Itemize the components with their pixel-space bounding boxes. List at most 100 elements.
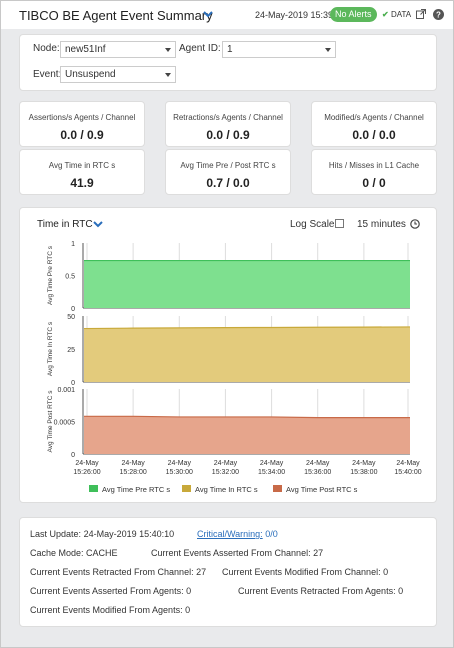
avg-time-pre-post-card[interactable]: Avg Time Pre / Post RTC s 0.7 / 0.0 bbox=[165, 149, 291, 195]
card-label: Hits / Misses in L1 Cache bbox=[328, 161, 420, 170]
x-tick-time-label: 15:38:00 bbox=[350, 469, 377, 476]
time-in-rtc-chart: 1 0.5 0 Avg Time Pre RTC s 50 25 0 Avg Time In … bbox=[47, 241, 422, 494]
x-tick-date-label: 24-May bbox=[396, 460, 420, 467]
series-line bbox=[84, 415, 410, 419]
asserted-from-channel: Current Events Asserted From Channel: 27 bbox=[151, 548, 324, 558]
time-range-label[interactable]: 15 minutes bbox=[357, 219, 406, 230]
caret-down-icon bbox=[165, 73, 171, 77]
log-scale-label: Log Scale: bbox=[290, 219, 338, 230]
x-tick-time-label: 15:26:00 bbox=[73, 469, 100, 476]
x-tick-time-label: 15:32:00 bbox=[212, 469, 239, 476]
title-bar: TIBCO BE Agent Event Summary 24-May-2019… bbox=[1, 1, 453, 29]
chart-panel: Time in RTC Log Scale: 15 minutes 1 0.5 0 A… bbox=[19, 207, 437, 503]
event-select-value: Unsuspend bbox=[65, 69, 116, 80]
cache-mode: Cache Mode: CACHE bbox=[30, 548, 118, 558]
page-title: TIBCO BE Agent Event Summary bbox=[19, 8, 213, 23]
y-tick-label: 1 bbox=[71, 241, 75, 248]
node-select-value: new51Inf bbox=[65, 44, 106, 55]
x-tick-time-label: 15:30:00 bbox=[166, 469, 193, 476]
x-tick-date-label: 24-May bbox=[306, 460, 330, 467]
modified-from-agents: Current Events Modified From Agents: 0 bbox=[30, 605, 191, 615]
check-icon: ✔ bbox=[382, 10, 389, 19]
series-area bbox=[84, 416, 410, 454]
critical-warning[interactable]: Critical/Warning: 0/0 bbox=[197, 529, 278, 539]
agent-id-label: Agent ID: bbox=[179, 43, 221, 54]
log-scale-checkbox[interactable] bbox=[335, 219, 344, 228]
chart-title: Time in RTC bbox=[37, 219, 93, 230]
critical-warning-link[interactable]: Critical/Warning: bbox=[197, 529, 263, 539]
last-update-value: 24-May-2019 15:40:10 bbox=[83, 529, 175, 539]
x-tick-time-label: 15:34:00 bbox=[258, 469, 285, 476]
legend-label: Avg Time Post RTC s bbox=[286, 485, 358, 494]
asserted-from-agents: Current Events Asserted From Agents: 0 bbox=[30, 586, 192, 596]
card-value: 0.0 / 0.9 bbox=[60, 128, 104, 142]
card-label: Modified/s Agents / Channel bbox=[324, 113, 424, 122]
last-update-label: Last Update: bbox=[30, 529, 82, 539]
x-tick-time-label: 15:40:00 bbox=[394, 469, 421, 476]
x-tick-date-label: 24-May bbox=[75, 460, 99, 467]
legend-swatch bbox=[273, 485, 282, 492]
y-tick-label: 50 bbox=[67, 314, 75, 321]
x-tick-date-label: 24-May bbox=[168, 460, 192, 467]
y-axis-label: Avg Time Pre RTC s bbox=[47, 245, 54, 305]
x-tick-date-label: 24-May bbox=[214, 460, 238, 467]
card-value: 0.7 / 0.0 bbox=[206, 176, 250, 190]
card-value: 0 / 0 bbox=[362, 176, 386, 190]
svg-text:?: ? bbox=[436, 11, 441, 20]
event-select[interactable]: Unsuspend bbox=[60, 66, 176, 83]
chevron-down-icon[interactable] bbox=[92, 218, 104, 230]
card-value: 0.0 / 0.0 bbox=[352, 128, 396, 142]
data-link[interactable]: ✔ DATA bbox=[382, 10, 411, 19]
y-tick-label: 0.0005 bbox=[54, 420, 76, 427]
card-label: Retractions/s Agents / Channel bbox=[173, 113, 283, 122]
y-tick-label: 0.5 bbox=[65, 274, 75, 281]
agent-id-select[interactable]: 1 bbox=[222, 41, 336, 58]
y-tick-label: 0 bbox=[71, 306, 75, 313]
node-select[interactable]: new51Inf bbox=[60, 41, 176, 58]
external-link-icon[interactable] bbox=[416, 9, 426, 19]
caret-down-icon bbox=[165, 48, 171, 52]
x-tick-date-label: 24-May bbox=[260, 460, 284, 467]
chevron-down-icon[interactable] bbox=[201, 7, 215, 21]
last-update: Last Update: 24-May-2019 15:40:10 bbox=[30, 529, 174, 539]
avg-time-rtc-card[interactable]: Avg Time in RTC s 41.9 bbox=[19, 149, 145, 195]
x-tick-date-label: 24-May bbox=[352, 460, 376, 467]
assertions-card[interactable]: Assertions/s Agents / Channel 0.0 / 0.9 bbox=[19, 101, 145, 147]
card-label: Avg Time in RTC s bbox=[48, 161, 116, 170]
x-tick-time-label: 15:36:00 bbox=[304, 469, 331, 476]
event-label: Event: bbox=[33, 69, 62, 80]
node-label: Node: bbox=[33, 43, 60, 54]
modified-card[interactable]: Modified/s Agents / Channel 0.0 / 0.0 bbox=[311, 101, 437, 147]
alert-status-badge[interactable]: No Alerts bbox=[330, 7, 377, 22]
y-tick-label: 25 bbox=[67, 347, 75, 354]
card-value: 0.0 / 0.9 bbox=[206, 128, 250, 142]
data-link-label: DATA bbox=[390, 10, 412, 19]
caret-down-icon bbox=[325, 48, 331, 52]
help-icon[interactable]: ? bbox=[433, 9, 444, 20]
series-area bbox=[84, 260, 410, 308]
header-timestamp: 24-May-2019 15:39 bbox=[255, 10, 334, 20]
card-label: Avg Time Pre / Post RTC s bbox=[180, 161, 276, 170]
retractions-card[interactable]: Retractions/s Agents / Channel 0.0 / 0.9 bbox=[165, 101, 291, 147]
agent-id-select-value: 1 bbox=[227, 44, 233, 55]
y-axis-label: Avg Time In RTC s bbox=[47, 321, 54, 376]
series-area bbox=[84, 326, 410, 382]
filter-panel: Node: new51Inf Agent ID: 1 Event: Unsusp… bbox=[19, 34, 437, 91]
y-axis-label: Avg Time Post RTC s bbox=[47, 390, 54, 453]
critical-warning-value[interactable]: 0/0 bbox=[265, 529, 278, 539]
legend-label: Avg Time In RTC s bbox=[195, 485, 258, 494]
cache-hits-card[interactable]: Hits / Misses in L1 Cache 0 / 0 bbox=[311, 149, 437, 195]
legend-swatch bbox=[182, 485, 191, 492]
legend-label: Avg Time Pre RTC s bbox=[102, 485, 170, 494]
card-label: Assertions/s Agents / Channel bbox=[28, 113, 136, 122]
x-tick-date-label: 24-May bbox=[121, 460, 145, 467]
modified-from-channel: Current Events Modified From Channel: 0 bbox=[222, 567, 389, 577]
y-tick-label: 0 bbox=[71, 452, 75, 459]
retracted-from-agents: Current Events Retracted From Agents: 0 bbox=[238, 586, 404, 596]
card-value: 41.9 bbox=[70, 176, 94, 190]
x-tick-time-label: 15:28:00 bbox=[120, 469, 147, 476]
y-tick-label: 0.001 bbox=[57, 387, 75, 394]
status-panel: Last Update: 24-May-2019 15:40:10 Critic… bbox=[19, 517, 437, 627]
y-tick-label: 0 bbox=[71, 380, 75, 387]
clock-icon[interactable] bbox=[410, 219, 420, 229]
